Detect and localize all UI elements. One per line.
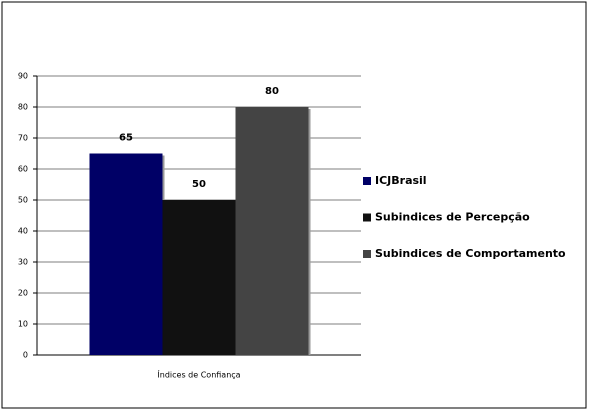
bar	[162, 200, 236, 355]
x-tick-label: Índices de Confiança	[157, 369, 240, 380]
y-tick-label: 30	[18, 258, 28, 267]
legend-label: Subindices de Percepção	[375, 211, 530, 224]
bar	[235, 107, 309, 355]
y-tick-label: 10	[18, 320, 28, 329]
y-tick-label: 80	[18, 103, 28, 112]
data-label: 65	[119, 133, 133, 144]
data-label: 50	[192, 179, 206, 190]
data-label: 80	[265, 86, 279, 97]
bar	[89, 153, 163, 355]
legend-swatch	[363, 250, 371, 258]
y-tick-label: 90	[18, 72, 28, 81]
legend-swatch	[363, 177, 371, 185]
legend-label: ICJBrasil	[375, 174, 427, 187]
y-tick-label: 50	[18, 196, 28, 205]
y-tick-label: 40	[18, 227, 28, 236]
legend-swatch	[363, 213, 371, 222]
y-tick-label: 0	[23, 351, 28, 360]
y-tick-label: 20	[18, 289, 28, 298]
y-tick-label: 70	[18, 134, 28, 143]
legend-label: Subindices de Comportamento	[375, 247, 566, 260]
y-tick-label: 60	[18, 165, 28, 174]
